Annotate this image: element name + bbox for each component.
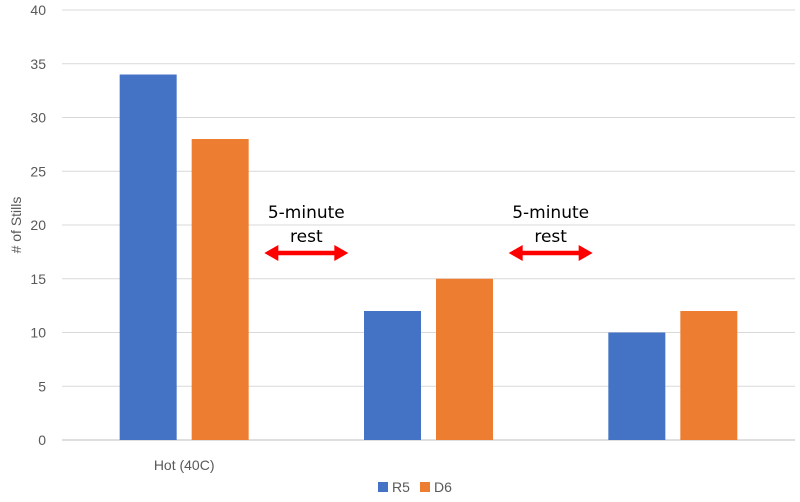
x-axis-ticks: Hot (40C): [154, 457, 215, 473]
bar-r5-2: [608, 332, 666, 440]
legend-label-r5: R5: [392, 479, 410, 495]
y-axis-ticks: 0 5 10 15 20 25 30 35 40: [30, 2, 46, 448]
bar-r5-0: [119, 74, 177, 440]
y-tick-label: 10: [30, 325, 46, 341]
y-tick-label: 30: [30, 110, 46, 126]
x-tick-label: Hot (40C): [154, 457, 215, 473]
y-tick-label: 15: [30, 271, 46, 287]
legend-label-d6: D6: [434, 479, 452, 495]
y-tick-label: 40: [30, 2, 46, 18]
annotations: 5-minute rest 5-minute rest: [264, 203, 593, 261]
bar-d6-1: [436, 278, 493, 440]
legend-swatch-d6: [420, 482, 430, 492]
y-tick-label: 20: [30, 217, 46, 233]
y-tick-label: 5: [38, 378, 46, 394]
annotation-text: rest: [534, 227, 567, 247]
bar-d6-2: [680, 311, 738, 440]
y-axis-title: # of Stills: [8, 197, 24, 254]
annotation-text: rest: [290, 227, 323, 247]
double-arrow-icon: [264, 245, 349, 261]
bars: [119, 74, 738, 440]
annotation-text: 5-minute: [268, 203, 345, 223]
gridlines: [62, 9, 795, 441]
y-tick-label: 35: [30, 56, 46, 72]
y-tick-label: 0: [38, 432, 46, 448]
bar-r5-1: [364, 311, 421, 440]
annotation-text: 5-minute: [512, 203, 589, 223]
legend-swatch-r5: [378, 482, 388, 492]
bar-d6-0: [191, 139, 249, 440]
legend: R5 D6: [378, 479, 452, 495]
y-tick-label: 25: [30, 163, 46, 179]
double-arrow-icon: [508, 245, 593, 261]
